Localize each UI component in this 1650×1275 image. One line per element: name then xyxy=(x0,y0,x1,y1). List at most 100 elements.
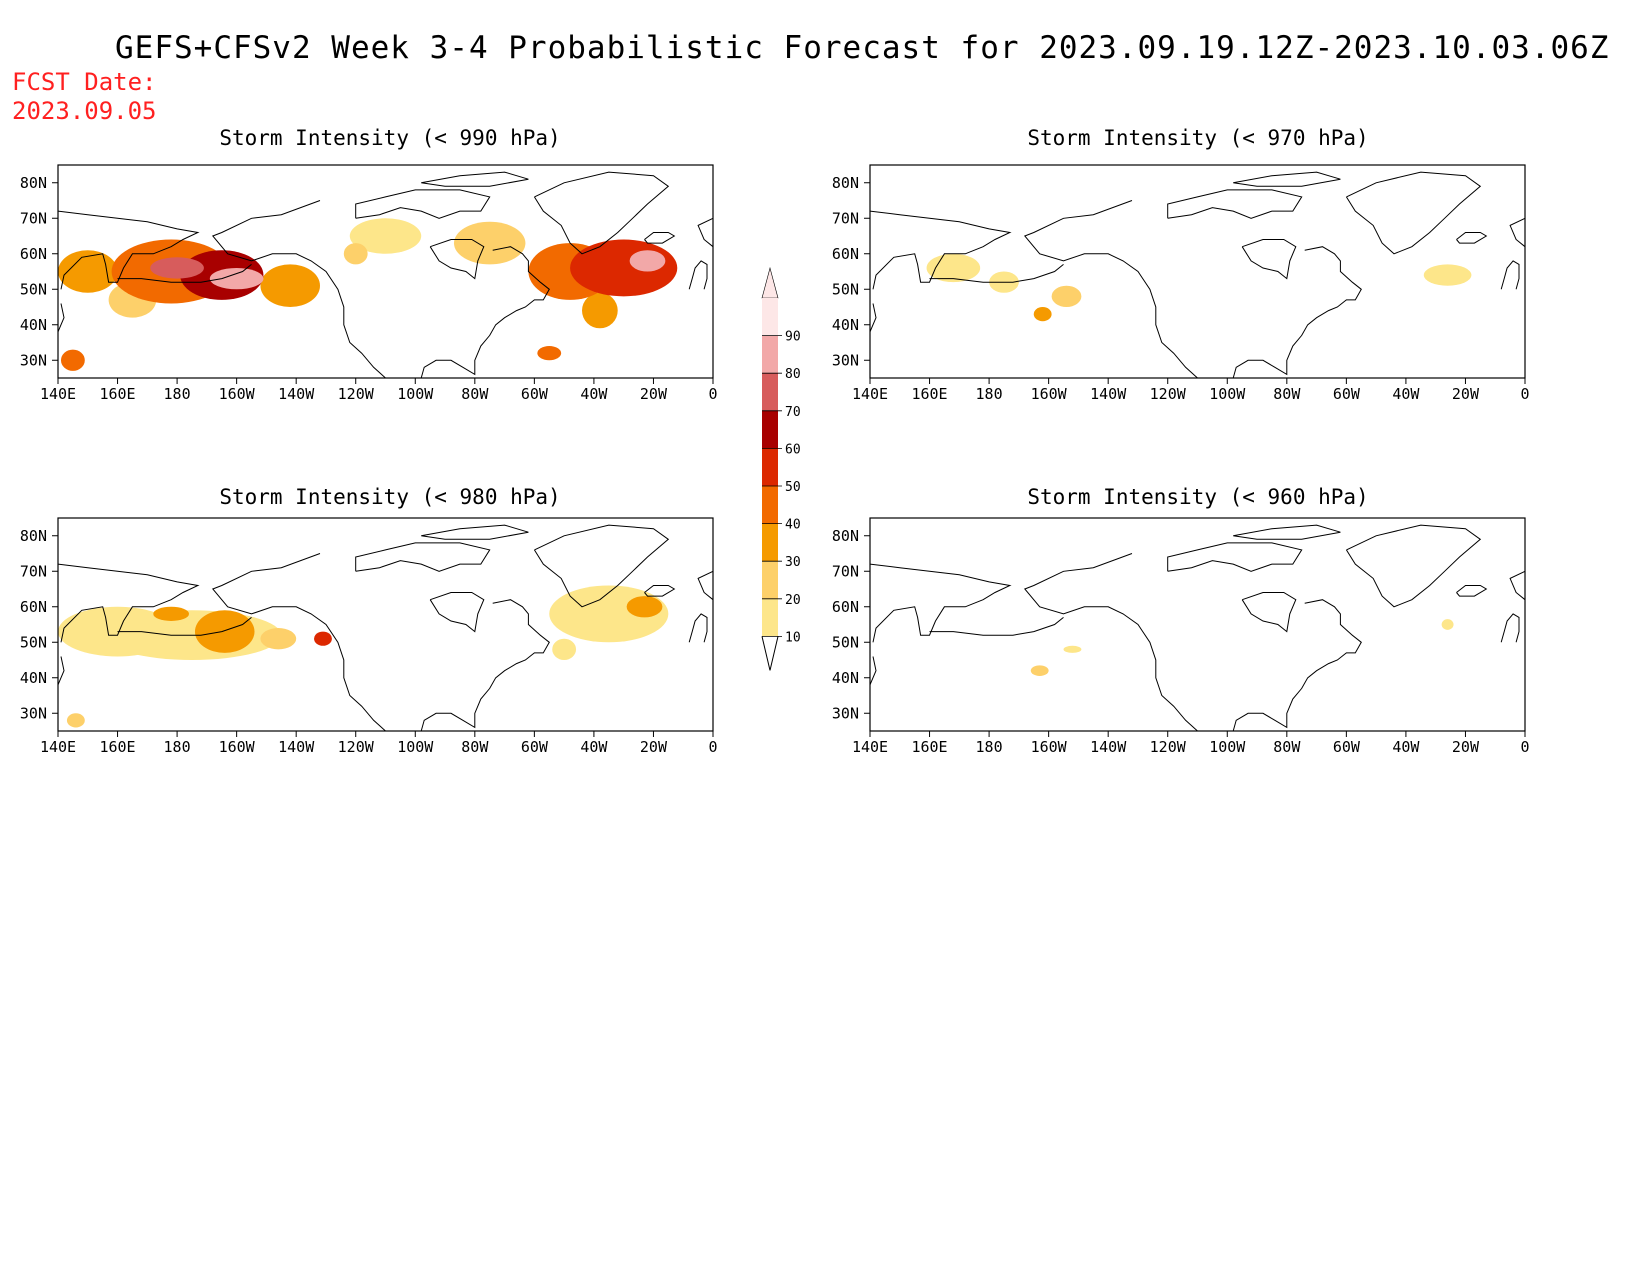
lon-label: 0 xyxy=(1520,738,1529,756)
lon-label: 40W xyxy=(580,385,608,403)
coastline xyxy=(429,592,485,633)
lon-label: 160W xyxy=(1031,385,1068,403)
coastline xyxy=(1345,171,1482,255)
lat-label: 30N xyxy=(20,704,47,722)
lon-label: 160E xyxy=(911,738,947,756)
lon-label: 40W xyxy=(580,738,608,756)
coastline xyxy=(870,656,877,687)
lat-label: 80N xyxy=(20,527,47,545)
lat-label: 80N xyxy=(832,174,859,192)
lat-label: 40N xyxy=(832,316,859,334)
lat-label: 60N xyxy=(832,245,859,263)
coastline xyxy=(688,260,708,290)
coastline xyxy=(1232,246,1362,378)
probability-patch xyxy=(1423,264,1472,286)
lon-label: 0 xyxy=(708,385,717,403)
lat-label: 30N xyxy=(832,351,859,369)
coastline xyxy=(421,524,529,540)
colorbar-segment xyxy=(762,448,778,486)
coastline xyxy=(58,563,200,643)
coastline xyxy=(870,210,1012,290)
map-panel-960: 140E 160E 180 160W 140W 120W 100W 80W 60W 40W 20W 0… xyxy=(832,517,1530,756)
lat-label: 70N xyxy=(832,562,859,580)
lon-label: 60W xyxy=(521,385,549,403)
panel-title-980: Storm Intensity (< 980 hPa) xyxy=(219,485,561,509)
lat-label: 80N xyxy=(832,527,859,545)
coastline xyxy=(117,264,252,283)
lon-label: 180 xyxy=(976,738,1003,756)
coastline xyxy=(1167,542,1303,572)
lon-label: 40W xyxy=(1392,385,1420,403)
lon-label: 140W xyxy=(1090,385,1127,403)
lon-label: 60W xyxy=(1333,738,1361,756)
colorbar-segment xyxy=(762,561,778,599)
probability-patch xyxy=(926,253,981,283)
panel-title-970: Storm Intensity (< 970 hPa) xyxy=(1027,126,1369,150)
probability-patch xyxy=(194,610,255,653)
lon-label: 140W xyxy=(278,738,315,756)
lon-label: 40W xyxy=(1392,738,1420,756)
lat-label: 70N xyxy=(832,209,859,227)
lon-label: 140W xyxy=(278,385,315,403)
colorbar-tail xyxy=(761,636,779,671)
lon-label: 80W xyxy=(1273,738,1301,756)
colorbar-segment xyxy=(762,410,778,449)
coastline xyxy=(117,617,252,636)
lat-label: 30N xyxy=(832,704,859,722)
lat-label: 40N xyxy=(832,669,859,687)
probability-patch xyxy=(58,250,118,293)
probability-patch xyxy=(629,250,666,272)
probability-patch xyxy=(552,638,577,660)
probability-patch xyxy=(60,349,85,371)
lon-label: 160W xyxy=(1031,738,1068,756)
colorbar-label: 30 xyxy=(785,555,801,570)
coastline xyxy=(211,200,386,378)
lon-label: 80W xyxy=(461,385,489,403)
coastline xyxy=(1233,171,1341,187)
colorbar-label: 70 xyxy=(785,405,801,420)
colorbar-label: 20 xyxy=(785,593,801,608)
lon-label: 20W xyxy=(1452,738,1480,756)
probability-patch xyxy=(349,218,422,254)
lon-label: 60W xyxy=(1333,385,1361,403)
colorbar-segment xyxy=(762,523,778,562)
probability-patch xyxy=(66,713,85,728)
coastline xyxy=(1167,189,1303,219)
colorbar-segment xyxy=(762,486,778,524)
coastline xyxy=(929,264,1064,283)
lon-label: 20W xyxy=(640,738,668,756)
probability-patch xyxy=(1030,665,1049,676)
lon-label: 160E xyxy=(911,385,947,403)
colorbar-label: 80 xyxy=(785,367,801,382)
coastline xyxy=(1023,553,1198,731)
fcst-date-caption: FCST Date: xyxy=(12,68,157,96)
lon-label: 140E xyxy=(40,738,76,756)
probability-patch xyxy=(260,628,297,650)
lat-label: 50N xyxy=(832,633,859,651)
coastline xyxy=(644,585,676,597)
coastline xyxy=(1345,524,1482,608)
colorbar-label: 50 xyxy=(785,480,801,495)
colorbar-segment xyxy=(762,598,778,637)
colorbar-legend: 10 20 30 40 50 60 70 80 90 xyxy=(761,266,801,671)
probability-patch xyxy=(582,292,618,329)
coastline xyxy=(870,303,877,334)
coastline xyxy=(420,599,550,731)
coastline xyxy=(688,613,708,643)
map-frame xyxy=(869,517,1526,732)
lon-label: 120W xyxy=(1150,385,1187,403)
probability-patch xyxy=(1441,619,1454,630)
probability-field xyxy=(1030,619,1454,676)
coastline xyxy=(697,570,713,601)
colorbar-segment xyxy=(762,298,778,336)
lat-label: 40N xyxy=(20,316,47,334)
coastline xyxy=(1233,524,1341,540)
probability-patch xyxy=(1033,307,1052,322)
coastline xyxy=(429,239,485,280)
lon-label: 120W xyxy=(1150,738,1187,756)
lon-label: 140E xyxy=(40,385,76,403)
forecast-date-label: FCST Date: 2023.09.05 xyxy=(12,68,157,126)
lon-label: 180 xyxy=(164,738,191,756)
lon-label: 0 xyxy=(1520,385,1529,403)
lon-label: 80W xyxy=(1273,385,1301,403)
